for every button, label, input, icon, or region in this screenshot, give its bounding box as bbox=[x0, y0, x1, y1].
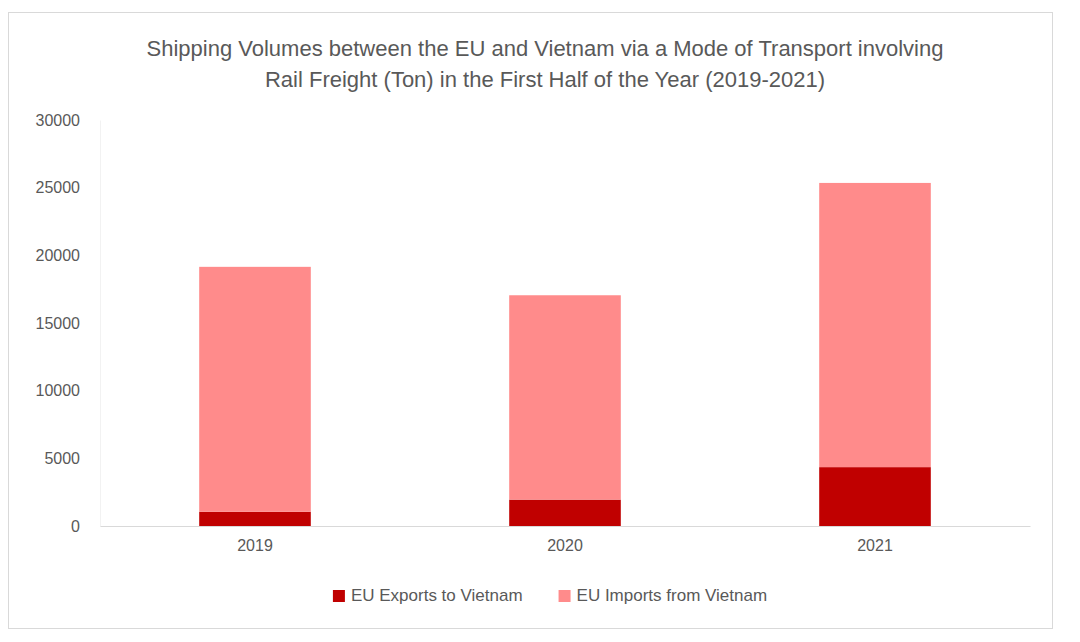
x-tick-label: 2019 bbox=[237, 537, 273, 554]
y-axis-line bbox=[100, 121, 101, 527]
x-tick: 2021 bbox=[857, 526, 893, 554]
x-tick: 2019 bbox=[237, 526, 273, 554]
y-tick: 0 bbox=[71, 518, 100, 535]
y-tick: 20000 bbox=[36, 247, 101, 264]
bar bbox=[509, 500, 621, 526]
legend-item: EU Exports to Vietnam bbox=[333, 586, 523, 605]
bar bbox=[199, 267, 311, 512]
y-tick-label: 15000 bbox=[36, 315, 81, 332]
legend-swatch bbox=[333, 590, 345, 602]
y-tick: 25000 bbox=[36, 179, 101, 196]
x-tick-label: 2021 bbox=[857, 537, 893, 554]
legend-swatch bbox=[559, 590, 571, 602]
bar bbox=[199, 512, 311, 526]
series bbox=[199, 183, 931, 512]
bar bbox=[819, 467, 931, 526]
legend: EU Exports to Vietnam EU Imports from Vie… bbox=[333, 586, 767, 605]
chart: Shipping Volumes between the EU and Viet… bbox=[0, 0, 1080, 642]
chart-frame bbox=[9, 13, 1053, 629]
bars bbox=[199, 183, 931, 526]
title: Shipping Volumes between the EU and Viet… bbox=[147, 36, 944, 92]
y-tick-label: 30000 bbox=[36, 112, 81, 129]
y-tick-label: 0 bbox=[71, 518, 80, 535]
plot: 0500010000150002000025000300002019202020… bbox=[36, 112, 1031, 555]
y-tick-label: 10000 bbox=[36, 382, 81, 399]
legend-label: EU Imports from Vietnam bbox=[577, 586, 768, 605]
x-axis: 2019 2020 2021 bbox=[101, 526, 1031, 554]
x-tick: 2020 bbox=[547, 526, 583, 554]
y-tick: 15000 bbox=[36, 315, 101, 332]
x-tick-label: 2020 bbox=[547, 537, 583, 554]
bar bbox=[509, 295, 621, 499]
y-tick-label: 20000 bbox=[36, 247, 81, 264]
y-tick-label: 25000 bbox=[36, 179, 81, 196]
title-line: Rail Freight (Ton) in the First Half of … bbox=[265, 67, 825, 92]
y-axis: 0 5000 10000 15000 20000 25000 30000 bbox=[36, 112, 101, 535]
y-tick-label: 5000 bbox=[44, 450, 80, 467]
y-tick: 10000 bbox=[36, 382, 101, 399]
legend-item: EU Imports from Vietnam bbox=[559, 586, 768, 605]
y-tick: 5000 bbox=[44, 450, 100, 467]
bar bbox=[819, 183, 931, 467]
title-line: Shipping Volumes between the EU and Viet… bbox=[147, 36, 944, 61]
legend-label: EU Exports to Vietnam bbox=[351, 586, 523, 605]
y-tick: 30000 bbox=[36, 112, 101, 129]
x-axis-line bbox=[101, 526, 1031, 527]
